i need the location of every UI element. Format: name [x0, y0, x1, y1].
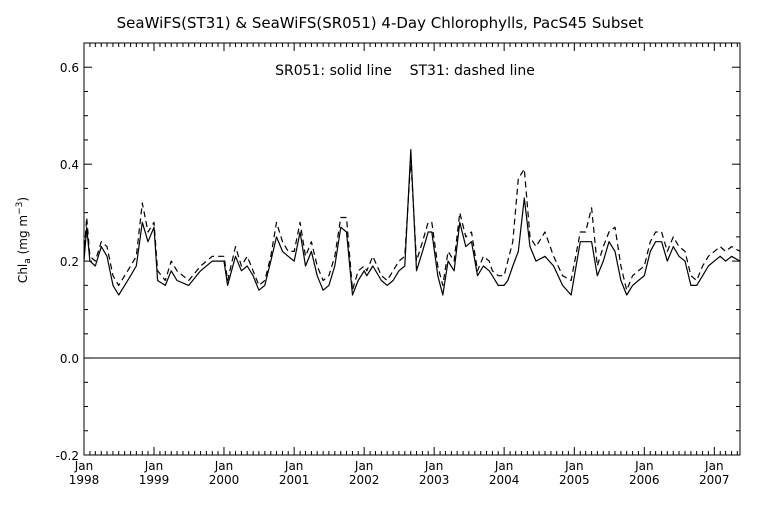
x-tick-year-label: 2006 — [629, 473, 660, 487]
y-axis-label: Chla (mg m−3) — [15, 197, 33, 283]
x-tick-year-label: 2004 — [489, 473, 520, 487]
x-tick-month-label: Jan — [284, 459, 304, 473]
x-tick-month-label: Jan — [144, 459, 164, 473]
series-group — [83, 149, 741, 296]
x-tick-year-label: 2002 — [349, 473, 380, 487]
x-tick-month-label: Jan — [564, 459, 584, 473]
plot-frame — [83, 42, 741, 456]
x-tick-month-label: Jan — [74, 459, 94, 473]
series-line-st31 — [83, 158, 741, 291]
y-tick-label: 0.6 — [60, 61, 79, 75]
x-tick-month-label: Jan — [354, 459, 374, 473]
x-tick-month-label: Jan — [214, 459, 234, 473]
x-tick-year-label: 2000 — [209, 473, 240, 487]
series-line-sr051 — [83, 149, 741, 296]
y-tick-label: 0.4 — [60, 158, 79, 172]
y-tick-label: 0.2 — [60, 255, 79, 269]
x-tick-year-label: 1998 — [69, 473, 100, 487]
x-tick-month-label: Jan — [494, 459, 514, 473]
x-tick-year-label: 1999 — [139, 473, 170, 487]
chart-title: SeaWiFS(ST31) & SeaWiFS(SR051) 4-Day Chl… — [117, 14, 644, 32]
x-tick-month-label: Jan — [634, 459, 654, 473]
y-axis-ticks: -0.2 0.0 0.2 0.4 0.6 — [56, 61, 740, 463]
x-tick-month-label: Jan — [424, 459, 444, 473]
x-tick-year-label: 2001 — [279, 473, 310, 487]
x-tick-year-label: 2005 — [559, 473, 590, 487]
x-tick-month-label: Jan — [704, 459, 724, 473]
x-tick-year-label: 2007 — [699, 473, 730, 487]
x-axis-ticks: Jan1998Jan1999Jan2000Jan2001Jan2002Jan20… — [69, 43, 738, 487]
y-tick-label: -0.2 — [56, 449, 79, 463]
series-annotation: SR051: solid line ST31: dashed line — [275, 63, 535, 79]
y-tick-label: 0.0 — [60, 352, 79, 366]
x-tick-year-label: 2003 — [419, 473, 450, 487]
